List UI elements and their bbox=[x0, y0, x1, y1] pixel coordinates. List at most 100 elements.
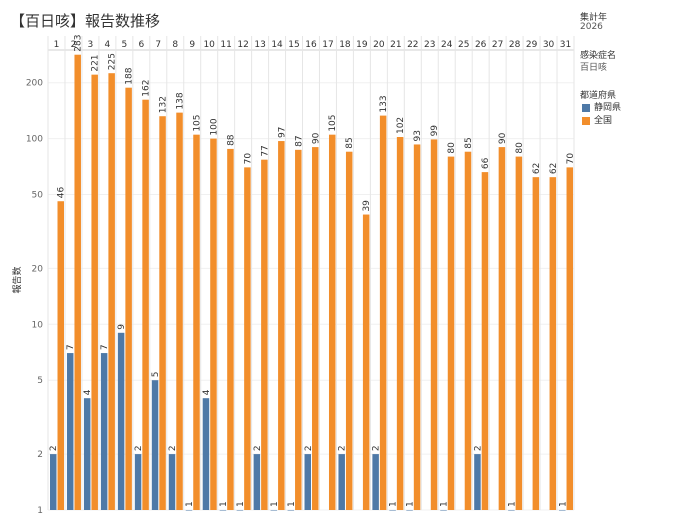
bar-shizuoka bbox=[236, 510, 244, 511]
bar-national bbox=[278, 141, 285, 511]
bar-national bbox=[396, 137, 404, 511]
data-label: 90 bbox=[311, 132, 321, 144]
y-tick-label: 1 bbox=[37, 506, 43, 516]
x-category-label: 25 bbox=[458, 40, 469, 50]
x-category-label: 31 bbox=[560, 40, 571, 50]
y-tick-label: 100 bbox=[26, 135, 43, 145]
x-category-label: 24 bbox=[441, 40, 453, 50]
x-category-label: 5 bbox=[121, 40, 127, 50]
bar-national bbox=[210, 138, 217, 511]
data-label: 2 bbox=[338, 445, 348, 451]
data-label: 2 bbox=[168, 445, 178, 451]
bar-shizuoka bbox=[508, 510, 515, 511]
year-filter-label: 集計年 bbox=[580, 13, 608, 23]
bar-shizuoka bbox=[83, 398, 91, 510]
data-label: 1 bbox=[507, 501, 517, 507]
bar-shizuoka bbox=[372, 454, 379, 510]
bar-national bbox=[430, 139, 438, 510]
data-label: 138 bbox=[176, 92, 186, 109]
data-label: 4 bbox=[202, 389, 212, 395]
x-category-label: 2 bbox=[71, 40, 77, 50]
bar-shizuoka bbox=[100, 353, 108, 510]
page-title: 【百日咳】報告数推移 bbox=[10, 12, 161, 30]
data-label: 1 bbox=[287, 501, 297, 507]
disease-filter-value[interactable]: 百日咳 bbox=[580, 63, 608, 73]
x-category-label: 22 bbox=[407, 40, 418, 50]
data-label: 39 bbox=[362, 200, 372, 212]
data-label: 2 bbox=[372, 445, 382, 451]
column-header-band bbox=[48, 36, 574, 50]
x-category-label: 30 bbox=[543, 40, 555, 50]
disease-filter-label: 感染症名 bbox=[580, 51, 617, 61]
bar-shizuoka bbox=[270, 510, 278, 511]
bar-shizuoka bbox=[219, 510, 227, 511]
data-label: 87 bbox=[294, 135, 304, 146]
data-label: 62 bbox=[549, 163, 559, 174]
data-label: 70 bbox=[243, 153, 253, 165]
bar-shizuoka bbox=[338, 454, 345, 510]
x-category-label: 21 bbox=[390, 40, 401, 50]
x-category-label: 15 bbox=[288, 40, 299, 50]
bar-national bbox=[312, 147, 319, 511]
y-tick-label: 5 bbox=[37, 376, 43, 386]
data-label: 105 bbox=[328, 114, 338, 131]
legend-swatch-national bbox=[582, 116, 590, 125]
bar-national bbox=[244, 167, 251, 511]
bar-national bbox=[57, 201, 64, 511]
x-category-label: 17 bbox=[322, 40, 333, 50]
y-tick-label: 10 bbox=[32, 320, 44, 330]
y-axis-label: 報告数 bbox=[11, 266, 23, 293]
bar-shizuoka bbox=[287, 510, 295, 511]
data-label: 1 bbox=[406, 501, 416, 507]
bar-national bbox=[142, 99, 149, 510]
y-tick-label: 2 bbox=[37, 450, 43, 460]
bar-national bbox=[447, 156, 455, 510]
x-category-label: 3 bbox=[88, 40, 94, 50]
data-label: 9 bbox=[117, 324, 127, 330]
bar-shizuoka bbox=[253, 454, 261, 510]
data-label: 99 bbox=[430, 125, 440, 137]
year-filter-value[interactable]: 2026 bbox=[580, 22, 603, 32]
x-category-label: 18 bbox=[339, 40, 351, 50]
y-tick-label: 200 bbox=[26, 79, 43, 89]
bar-national bbox=[159, 116, 166, 510]
bar-shizuoka bbox=[474, 454, 481, 510]
legend-title: 都道府県 bbox=[580, 91, 617, 101]
data-label: 1 bbox=[440, 501, 450, 507]
data-label: 7 bbox=[66, 344, 76, 350]
bar-shizuoka bbox=[304, 454, 312, 510]
bar-national bbox=[532, 177, 540, 511]
x-category-label: 23 bbox=[424, 40, 435, 50]
data-label: 225 bbox=[108, 53, 118, 70]
data-label: 102 bbox=[396, 117, 406, 134]
data-label: 7 bbox=[100, 344, 110, 350]
data-label: 97 bbox=[277, 127, 287, 138]
legend-item-shizuoka[interactable]: 静岡県 bbox=[582, 100, 621, 113]
bar-shizuoka bbox=[202, 398, 210, 510]
bar-national bbox=[295, 149, 302, 510]
data-label: 162 bbox=[142, 80, 152, 97]
data-label: 5 bbox=[151, 371, 161, 377]
data-label: 188 bbox=[125, 67, 135, 84]
x-category-label: 8 bbox=[172, 40, 178, 50]
x-category-label: 26 bbox=[475, 40, 487, 50]
data-label: 90 bbox=[498, 132, 508, 144]
bar-shizuoka bbox=[185, 510, 193, 511]
data-label: 283 bbox=[74, 35, 84, 52]
data-label: 1 bbox=[185, 501, 195, 507]
bar-national bbox=[481, 172, 489, 510]
legend-label-shizuoka: 静岡県 bbox=[594, 103, 622, 113]
data-label: 1 bbox=[219, 501, 229, 507]
bar-shizuoka bbox=[151, 380, 159, 510]
data-label: 2 bbox=[49, 445, 59, 451]
y-tick-label: 20 bbox=[32, 264, 44, 274]
x-category-label: 19 bbox=[356, 40, 368, 50]
x-category-label: 10 bbox=[203, 40, 215, 50]
bar-national bbox=[261, 159, 268, 510]
bar-shizuoka bbox=[66, 353, 74, 510]
data-label: 66 bbox=[481, 157, 491, 169]
bar-national bbox=[362, 214, 370, 510]
legend-item-national[interactable]: 全国 bbox=[582, 113, 612, 126]
data-label: 105 bbox=[192, 114, 202, 131]
x-category-label: 11 bbox=[220, 40, 231, 50]
